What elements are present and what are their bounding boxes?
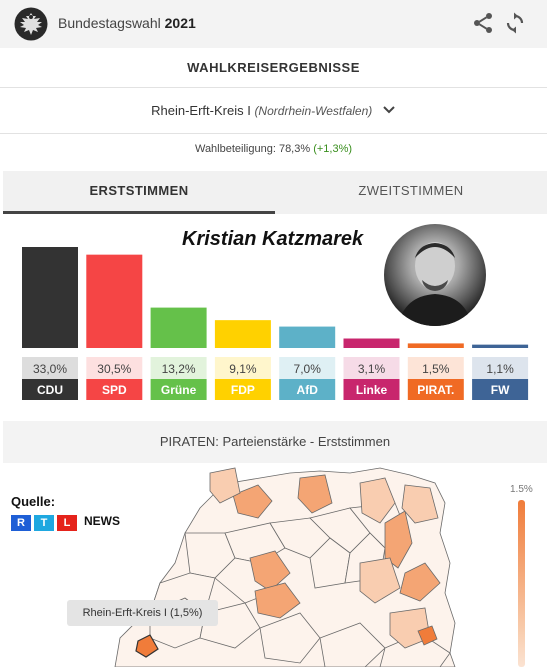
- tab-erststimmen[interactable]: ERSTSTIMMEN: [3, 171, 275, 214]
- rtl-letter-t: T: [34, 515, 54, 531]
- value-label-bg-fdp: [214, 357, 271, 379]
- candidate-portrait-icon: [398, 242, 472, 326]
- results-bar-chart: 33,0% CDU 30,5% SPD 13,2% Grüne 9,1% FDP 7,0% AfD…: [22, 247, 529, 400]
- rtl-news-logo: R T L NEWS: [11, 513, 120, 531]
- chevron-down-icon: [383, 106, 395, 114]
- turnout-label: Wahlbeteiligung: 78,3%: [194, 143, 311, 155]
- party-label-bg-fdp: [214, 379, 271, 400]
- party-label-bg-pirat: [407, 379, 464, 400]
- party-label-bg-fw: [472, 379, 529, 400]
- party-label-bg-cdu: [22, 379, 78, 400]
- value-label-afd: 7,0%: [294, 362, 322, 376]
- party-label-cdu: CDU: [37, 383, 63, 397]
- app-header: Bundestagswahl 2021: [0, 0, 547, 48]
- tab-zweitstimmen[interactable]: ZWEITSTIMMEN: [358, 183, 464, 198]
- choropleth-map[interactable]: [0, 463, 547, 667]
- party-label-bg-grne: [150, 379, 207, 400]
- value-label-cdu: 33,0%: [33, 362, 67, 376]
- value-label-bg-linke: [343, 357, 400, 379]
- rtl-letter-r: R: [11, 515, 31, 531]
- candidate-name: Kristian Katzmarek: [182, 228, 364, 250]
- value-label-bg-fw: [472, 357, 529, 379]
- value-label-pirat: 1,5%: [422, 362, 450, 376]
- party-label-spd: SPD: [102, 383, 127, 397]
- refresh-icon[interactable]: [503, 11, 527, 35]
- share-icon[interactable]: [471, 11, 495, 35]
- app-name: Bundestagswahl: [58, 15, 161, 31]
- value-label-fdp: 9,1%: [229, 362, 257, 376]
- rtl-news-text: NEWS: [84, 514, 120, 528]
- map-title: PIRATEN: Parteienstärke - Erststimmen: [3, 421, 547, 463]
- section-title: WAHLKREISERGEBNISSE: [0, 50, 547, 88]
- bar-pirat[interactable]: [407, 343, 464, 348]
- value-label-bg-pirat: [407, 357, 464, 379]
- party-label-fw: FW: [491, 383, 510, 397]
- value-label-grne: 13,2%: [162, 362, 196, 376]
- scale-max-label: 1.5%: [510, 484, 533, 495]
- party-label-fdp: FDP: [231, 383, 255, 397]
- bar-grne[interactable]: [150, 307, 207, 348]
- app-title: Bundestagswahl 2021: [58, 15, 196, 31]
- bar-afd[interactable]: [279, 326, 336, 348]
- district-name: Rhein-Erft-Kreis I: [151, 103, 251, 118]
- vote-type-tabs: ERSTSTIMMEN ZWEITSTIMMEN: [3, 171, 547, 214]
- value-label-linke: 3,1%: [358, 362, 386, 376]
- bar-linke[interactable]: [343, 338, 400, 348]
- candidate-photo: [384, 224, 486, 326]
- value-label-bg-grne: [150, 357, 207, 379]
- turnout-delta: (+1,3%): [313, 143, 353, 155]
- party-label-bg-afd: [279, 379, 336, 400]
- party-label-linke: Linke: [356, 383, 388, 397]
- party-label-pirat: PIRAT.: [417, 383, 454, 397]
- party-label-bg-spd: [86, 379, 143, 400]
- party-label-bg-linke: [343, 379, 400, 400]
- turnout-info: Wahlbeteiligung: 78,3% (+1,3%): [0, 143, 547, 155]
- party-label-afd: AfD: [297, 383, 319, 397]
- bar-fw[interactable]: [472, 344, 529, 348]
- value-label-bg-afd: [279, 357, 336, 379]
- value-label-bg-cdu: [22, 357, 78, 379]
- value-label-bg-spd: [86, 357, 143, 379]
- map-tooltip: Rhein-Erft-Kreis I (1,5%): [67, 600, 218, 626]
- value-label-fw: 1,1%: [486, 362, 514, 376]
- bar-spd[interactable]: [86, 254, 143, 348]
- source-label: Quelle:: [11, 494, 56, 509]
- election-year: 2021: [164, 15, 196, 31]
- district-state: (Nordrhein-Westfalen): [254, 104, 373, 118]
- district-selector[interactable]: Rhein-Erft-Kreis I (Nordrhein-Westfalen): [0, 88, 547, 134]
- party-label-grne: Grüne: [161, 383, 197, 397]
- color-scale-bar: [518, 500, 525, 667]
- bar-cdu[interactable]: [22, 247, 78, 348]
- value-label-spd: 30,5%: [97, 362, 131, 376]
- eagle-logo-icon: [14, 7, 48, 41]
- bar-fdp[interactable]: [214, 320, 271, 348]
- rtl-letter-l: L: [57, 515, 77, 531]
